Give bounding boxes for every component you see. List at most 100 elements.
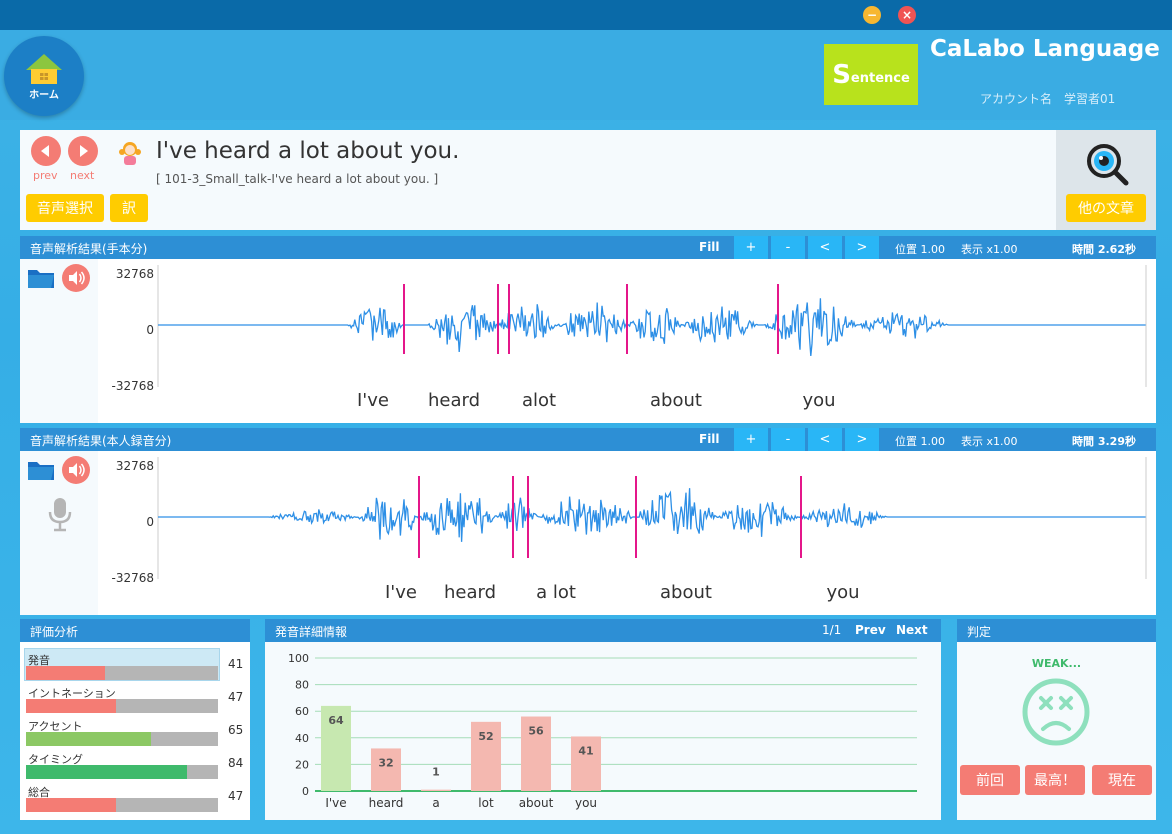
current-result-button[interactable]: 現在 [1092, 765, 1152, 795]
voice-select-button[interactable]: 音声選択 [26, 194, 104, 222]
zoom-in-button[interactable]: + [734, 428, 768, 451]
detail-title: 発音詳細情報 [275, 625, 348, 639]
word-label: about [660, 582, 712, 603]
metric-value: 41 [228, 657, 244, 671]
account-label: アカウント名 [980, 92, 1053, 106]
bar-value-label: 64 [328, 714, 344, 727]
app-title: CaLabo Language [930, 36, 1160, 62]
scroll-left-button[interactable]: < [808, 428, 842, 451]
metric-label: 発音 [28, 654, 50, 667]
y-zero-label: 0 [146, 323, 154, 337]
best-result-button[interactable]: 最高！ [1025, 765, 1085, 795]
duration-readout: 時間 3.29秒 [1072, 435, 1136, 448]
girl-avatar-icon [119, 142, 141, 165]
bar [321, 705, 351, 791]
metric-label: イントネーション [28, 687, 116, 700]
bar-value-label: 32 [378, 756, 393, 769]
metric-bar [26, 666, 218, 680]
zoom-out-button[interactable]: - [771, 428, 805, 451]
magnifier-eye-icon[interactable] [1084, 142, 1130, 186]
zoom-out-button[interactable]: - [771, 236, 805, 259]
word-label: about [650, 390, 702, 411]
next-page-button[interactable]: Next [896, 623, 928, 637]
user-wave-title: 音声解析結果(本人録音分) [30, 434, 172, 448]
x-tick-label: about [519, 796, 554, 810]
user-waveform[interactable]: 32768 0 -32768 I've heard a lot about yo… [98, 451, 1156, 615]
model-waveform[interactable]: 32768 0 -32768 I've heard alot about you [98, 259, 1156, 423]
metric-bar [26, 765, 218, 779]
folder-icon[interactable] [27, 459, 55, 481]
waveform-trace [158, 488, 1146, 542]
window-titlebar: − × [0, 0, 1172, 30]
evaluation-header: 評価分析 [20, 619, 250, 642]
fill-button[interactable]: Fill [699, 240, 720, 254]
bar [421, 789, 451, 791]
microphone-icon[interactable] [48, 497, 72, 533]
word-label: you [826, 582, 859, 603]
sad-face-icon [1022, 678, 1090, 746]
account-info: アカウント名 学習者01 [980, 90, 1127, 107]
bar-value-label: 52 [478, 730, 493, 743]
sentence-source: [ 101-3_Small_talk-I've heard a lot abou… [156, 172, 439, 186]
bar [471, 721, 501, 791]
bar-value-label: 41 [578, 744, 593, 757]
judge-title: 判定 [967, 625, 992, 639]
bar-value-label: 56 [528, 725, 544, 738]
prev-page-button[interactable]: Prev [855, 623, 886, 637]
x-tick-label: heard [369, 796, 404, 810]
x-tick-label: a [432, 796, 439, 810]
previous-result-button[interactable]: 前回 [960, 765, 1020, 795]
scroll-right-button[interactable]: > [845, 236, 879, 259]
y-min-label: -32768 [111, 571, 154, 585]
pronunciation-bar-chart: 0 20 40 60 80 100 64 I've 32 heard 1 a 52 lot 56 about 4… [288, 652, 917, 810]
close-icon[interactable]: × [898, 6, 916, 24]
speaker-icon[interactable] [62, 264, 90, 292]
bar [371, 748, 401, 791]
home-button[interactable]: ホーム [4, 36, 84, 116]
next-button[interactable] [68, 136, 98, 166]
detail-header: 発音詳細情報 1/1 Prev Next [265, 619, 941, 642]
model-wave-tools [20, 259, 98, 423]
word-label: I've [385, 582, 417, 603]
y-tick-label: 100 [288, 652, 309, 665]
zoom-readout: 表示 x1.00 [961, 243, 1018, 256]
metric-value: 84 [228, 756, 244, 770]
x-tick-label: you [575, 796, 597, 810]
metric-bar [26, 699, 218, 713]
fill-button[interactable]: Fill [699, 432, 720, 446]
y-tick-label: 20 [295, 758, 309, 771]
evaluation-panel: 評価分析 発音 41 イントネーション 47 アクセント 65 タイミング 84 総合 47 [20, 619, 250, 820]
scroll-right-button[interactable]: > [845, 428, 879, 451]
prev-button[interactable] [31, 136, 61, 166]
y-tick-label: 40 [295, 732, 309, 745]
zoom-in-button[interactable]: + [734, 236, 768, 259]
duration-readout: 時間 2.62秒 [1072, 243, 1136, 256]
speaker-icon[interactable] [62, 456, 90, 484]
y-tick-label: 80 [295, 679, 309, 692]
x-tick-label: lot [478, 796, 494, 810]
metric-label: タイミング [28, 753, 83, 766]
metric-bar [26, 732, 218, 746]
metric-bar [26, 798, 218, 812]
metric-value: 65 [228, 723, 244, 737]
bar [521, 716, 551, 791]
user-wave-panel: 音声解析結果(本人録音分) Fill + - < > 位置 1.00 表示 x1… [20, 428, 1156, 615]
other-sentence-button[interactable]: 他の文章 [1066, 194, 1146, 222]
word-label: heard [428, 390, 480, 411]
minimize-icon[interactable]: − [863, 6, 881, 24]
word-label: you [802, 390, 835, 411]
pronunciation-detail-panel: 発音詳細情報 1/1 Prev Next 0 20 40 60 80 100 64 I've 3… [265, 619, 941, 820]
evaluation-title: 評価分析 [30, 625, 79, 639]
search-area: 他の文章 [1056, 130, 1156, 230]
sentence-panel: prev next I've heard a lot about you. [ … [20, 130, 1156, 230]
model-wave-title: 音声解析結果(手本分) [30, 242, 148, 256]
scroll-left-button[interactable]: < [808, 236, 842, 259]
account-name: 学習者01 [1064, 92, 1116, 106]
translate-button[interactable]: 訳 [110, 194, 148, 222]
folder-icon[interactable] [27, 267, 55, 289]
metric-label: アクセント [28, 720, 83, 733]
word-label: a lot [536, 582, 576, 603]
page-indicator: 1/1 [822, 623, 842, 637]
waveform-trace [158, 298, 1146, 356]
